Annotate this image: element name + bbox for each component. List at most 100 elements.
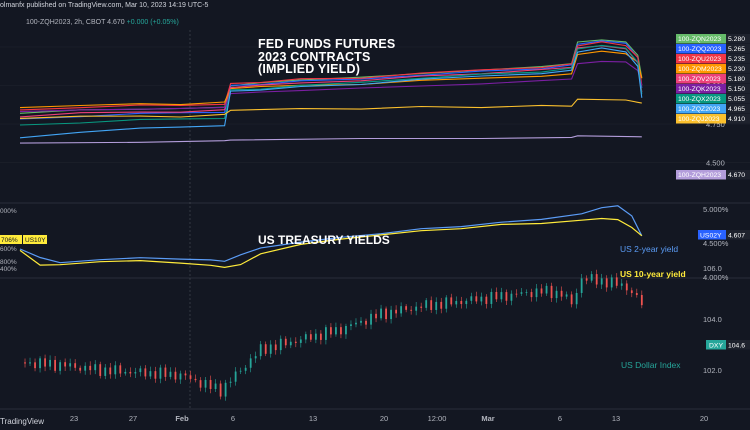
dxy-candle-body [505, 292, 508, 301]
ff-series-badge [676, 34, 726, 44]
ff-series-badge [676, 64, 726, 74]
dxy-candle-body [420, 306, 423, 308]
dxy-candle-body [239, 370, 242, 372]
dxy-candle-body [24, 362, 26, 364]
ff-series-badge [676, 84, 726, 94]
dxy-candle-body [630, 290, 633, 294]
ff-series-badge [676, 94, 726, 104]
dxy-candle-body [54, 359, 57, 371]
ff-series-value: 5.180 [728, 76, 745, 83]
dxy-candle-body [249, 358, 252, 368]
ust-left-tick-label: 000% [0, 208, 17, 215]
dxy-annotation: US Dollar Index [621, 360, 681, 370]
dxy-candle-body [475, 296, 478, 302]
dxy-candle-body [214, 383, 217, 389]
dxy-candle-body [485, 296, 488, 304]
dxy-candle-body [309, 334, 312, 340]
dxy-candle-body [375, 313, 377, 319]
ff-y-tick-label: 4.750 [706, 120, 725, 129]
ff-series-value-box [726, 54, 750, 64]
dxy-candle-body [550, 285, 553, 299]
dxy-candle-body [259, 344, 262, 357]
ff-series-line [19, 40, 643, 120]
x-tick-label: 20 [700, 414, 708, 423]
dxy-candle-body [234, 371, 237, 382]
dxy-candle-body [340, 327, 342, 335]
ff-series-line [19, 135, 642, 144]
dxy-candle-body [595, 274, 598, 285]
dxy-candle-body [204, 379, 207, 388]
ust-left-tick-label: 600% [0, 246, 17, 253]
dxy-candles [24, 269, 643, 401]
ff-series-badge [676, 44, 726, 54]
dxy-candle-body [460, 300, 463, 305]
dxy-candle-body [159, 367, 162, 379]
symbol-change: +0.000 (+0.05%) [126, 19, 179, 26]
dxy-candle-body [64, 362, 67, 367]
dxy-candle-body [44, 358, 46, 367]
dxy-candle-body [520, 292, 523, 294]
dxy-candle-body [555, 290, 558, 299]
dxy-candle-body [104, 367, 107, 376]
dxy-candle-body [129, 371, 132, 374]
dxy-candle-body [335, 327, 337, 335]
dxy-candle-body [450, 297, 453, 305]
symbol-line: 100-ZQH2023, 2h, CBOT 4.670 +0.000 (+0.0… [26, 19, 179, 26]
ff-series-value-box [726, 94, 750, 104]
dxy-candle-body [209, 379, 212, 389]
dxy-candle-body [640, 295, 643, 306]
dxy-candle-body [405, 306, 408, 310]
dxy-candle-body [189, 375, 192, 379]
ff-series-badge [676, 74, 726, 84]
dxy-candle-body [580, 278, 583, 293]
ff-series-badge-name: 100-ZQZ2023 [678, 106, 721, 113]
ff-series-badge-name: 100-ZQN2023 [678, 36, 721, 43]
us02y-value-box [726, 230, 750, 240]
dxy-candle-body [174, 371, 177, 380]
x-tick-label: Mar [481, 414, 494, 423]
dxy-candle-body [184, 373, 187, 376]
dxy-candle-body [149, 371, 152, 377]
dxy-candle-body [330, 327, 332, 335]
left-badge-box [0, 235, 22, 244]
dxy-candle-body [49, 359, 51, 367]
dxy-candle-body [244, 367, 247, 371]
dxy-candle-body [269, 344, 272, 354]
dxy-candle-body [355, 322, 357, 325]
dxy-candle-body [144, 368, 147, 377]
dxy-candle-body [380, 308, 382, 319]
ff-series-value-box [726, 44, 750, 54]
ust-y-tick-label: 4.500% [703, 239, 729, 248]
ff-series-badge [676, 104, 726, 114]
dxy-candle-body [29, 362, 31, 364]
dxy-candle-body [425, 300, 428, 308]
fed-funds-title-line-1: FED FUNDS FUTURES [258, 37, 396, 51]
dxy-candle-body [314, 333, 317, 340]
x-tick-label: 6 [558, 414, 562, 423]
us02y-badge [698, 230, 726, 240]
dxy-candle-body [219, 383, 222, 397]
ff-series-badge-name: 100-ZQU2023 [678, 56, 721, 63]
ff-series-value: 5.055 [728, 96, 745, 103]
ff-y-tick-label: 4.500 [706, 159, 725, 168]
dxy-candle-body [565, 294, 568, 297]
dxy-candle-body [134, 372, 137, 374]
ff-series-badge [676, 170, 726, 180]
ff-series-value: 5.230 [728, 66, 745, 73]
ff-series-value-box [726, 64, 750, 74]
dxy-candle-body [299, 339, 302, 343]
fed-funds-title-line-3: (IMPLIED YIELD) [258, 62, 361, 76]
dxy-candle-body [535, 288, 538, 298]
dxy-candle-body [365, 320, 367, 325]
dxy-candle-body [455, 300, 458, 305]
dxy-candle-body [605, 278, 608, 288]
dxy-badge-name: DXY [709, 343, 723, 350]
dxy-candle-body [79, 367, 82, 371]
dxy-candle-body [500, 292, 503, 300]
us02y-badge-name: US02Y [700, 233, 722, 240]
dxy-candle-body [385, 308, 387, 320]
dxy-candle-body [600, 278, 603, 285]
dxy-candle-body [625, 283, 628, 291]
dxy-candle-body [530, 292, 533, 298]
grid-layer [0, 30, 750, 410]
